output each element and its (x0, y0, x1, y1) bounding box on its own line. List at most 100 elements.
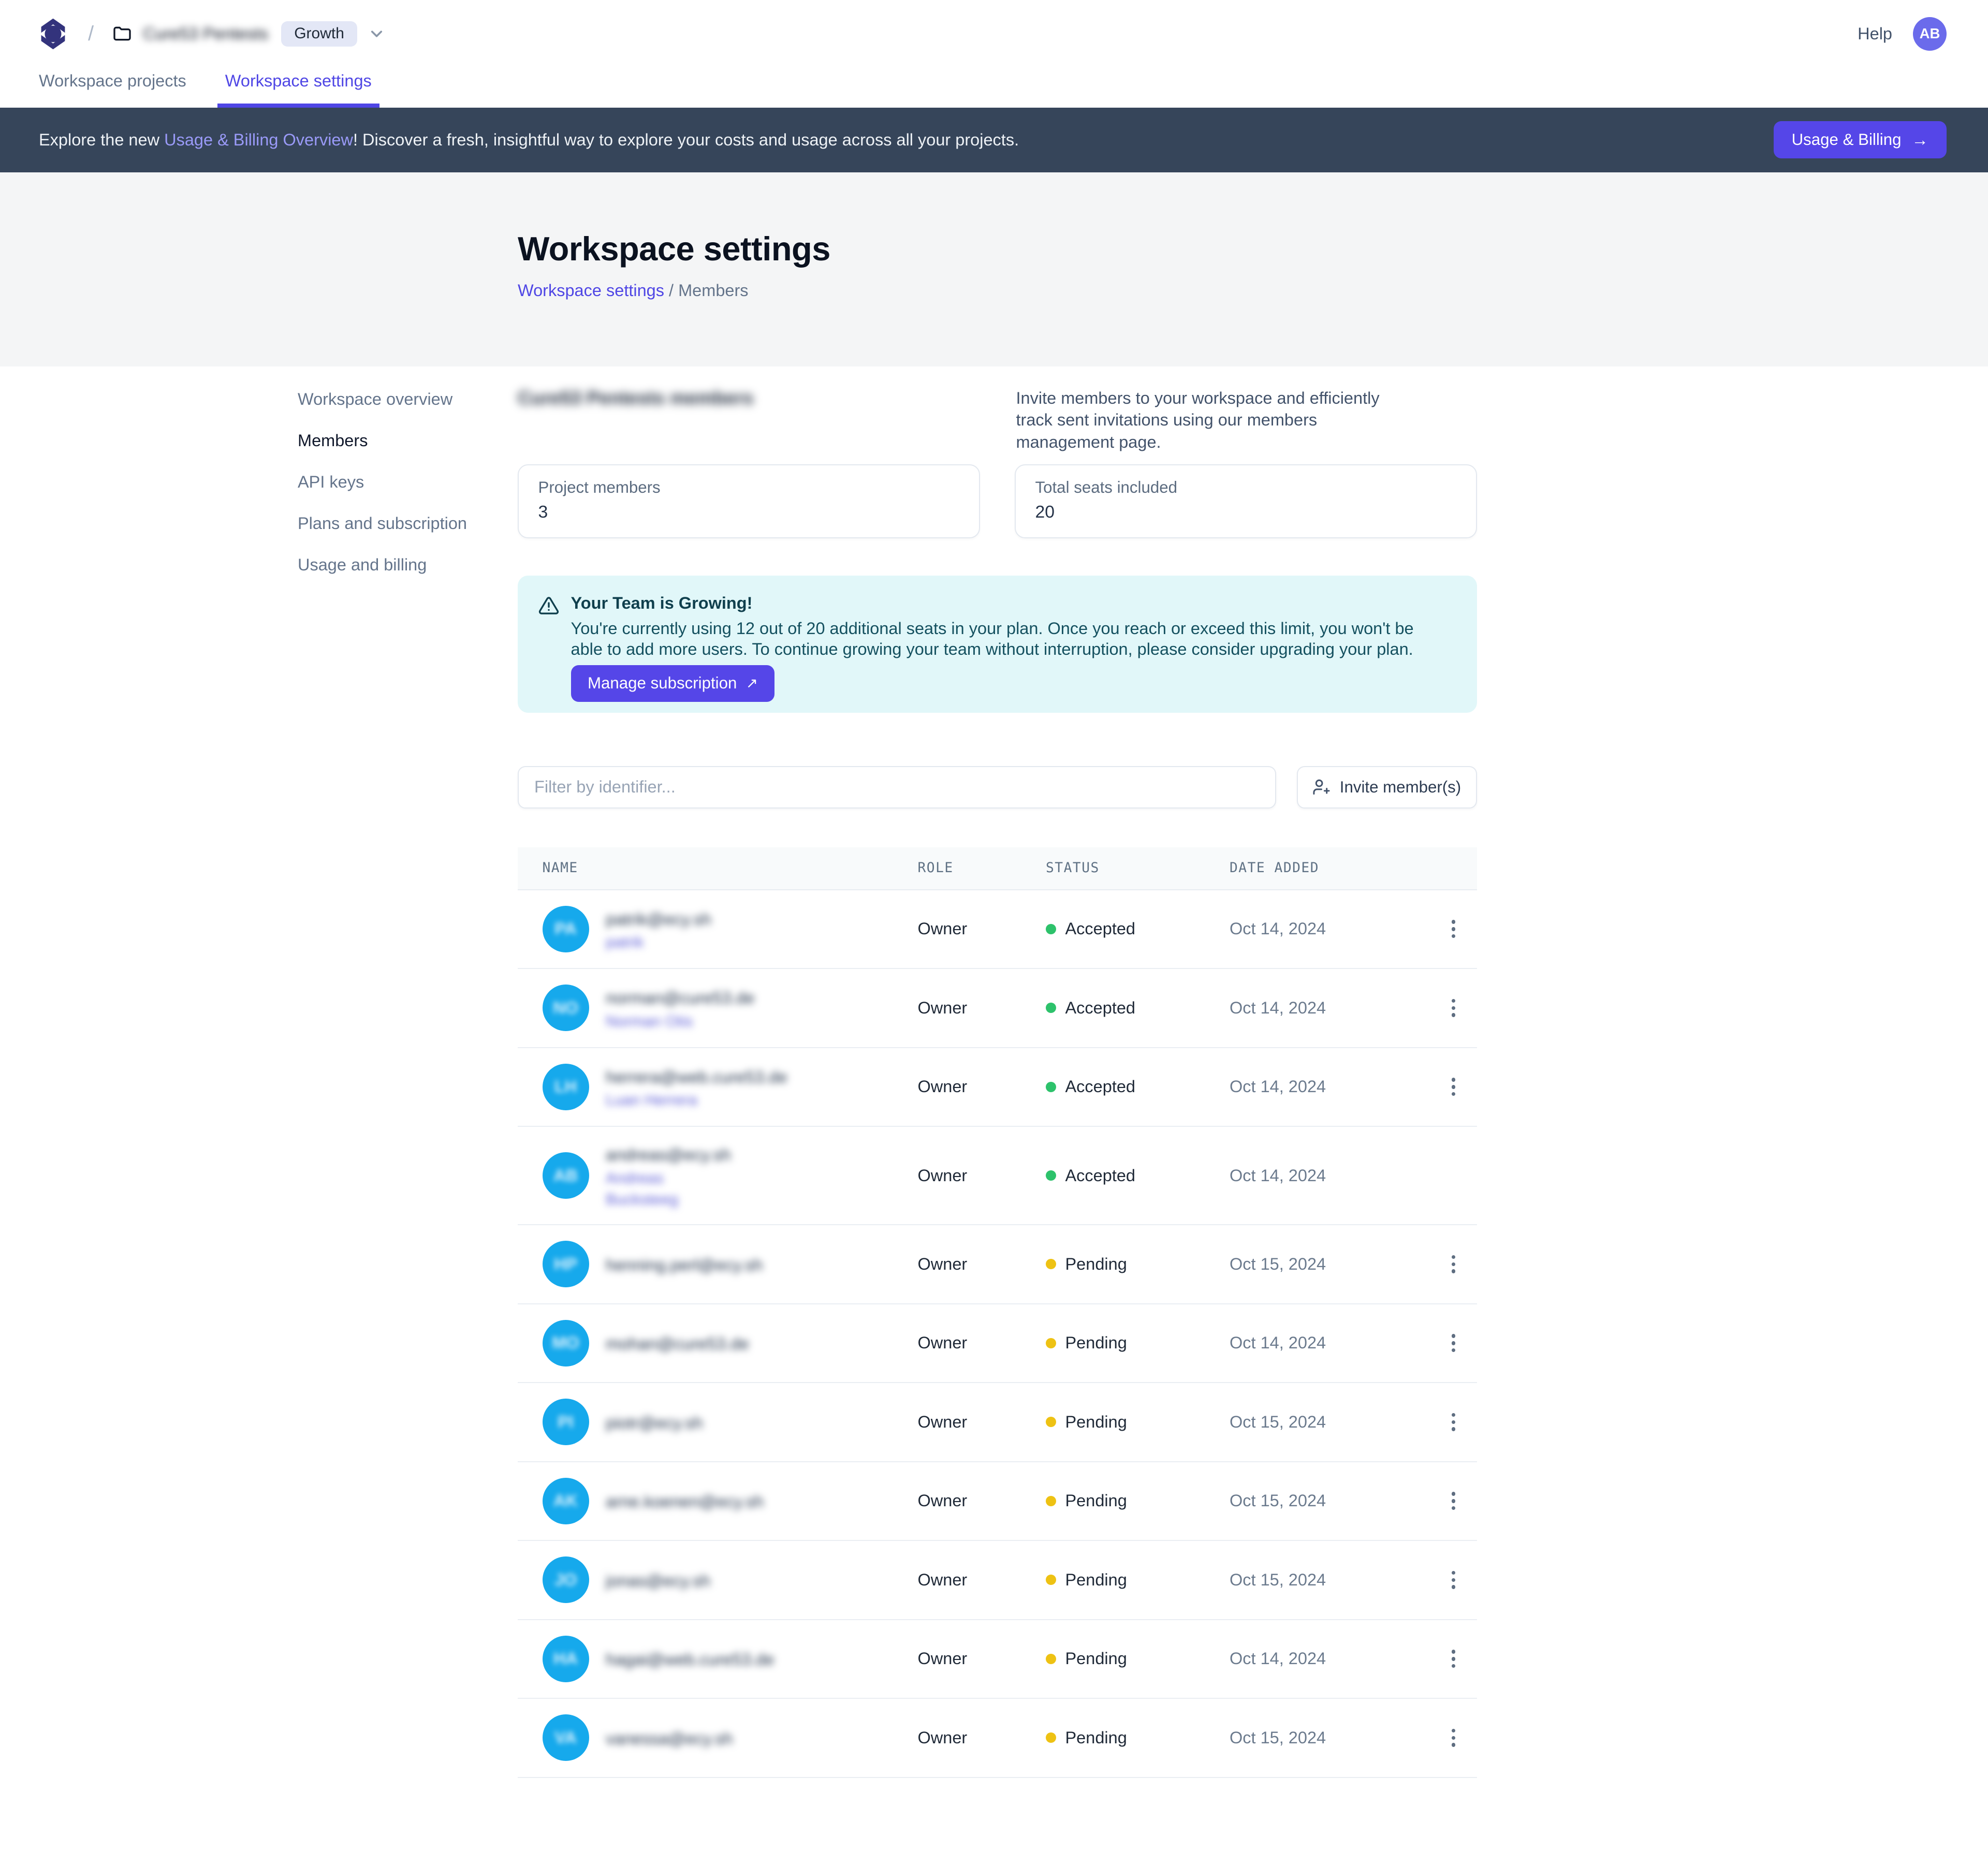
member-avatar-initials: VA (554, 1728, 577, 1747)
member-name-cell: HA hagai@web.cure53.de (518, 1636, 918, 1682)
plan-badge[interactable]: Growth (281, 21, 357, 47)
manage-subscription-button[interactable]: Manage subscription ↗ (571, 665, 775, 702)
sidebar-item-workspace-overview[interactable]: Workspace overview (298, 387, 467, 412)
sidebar-item-plans-subscription[interactable]: Plans and subscription (298, 511, 467, 536)
member-stats: Project members 3 Total seats included 2… (518, 464, 1477, 538)
member-identity: hagai@web.cure53.de (606, 1647, 774, 1670)
member-status: Pending (1046, 1570, 1230, 1590)
table-header: NAME ROLE STATUS DATE ADDED (518, 847, 1477, 890)
member-avatar-initials: PI (558, 1413, 574, 1432)
member-email: henning.perl@ecy.sh (606, 1256, 763, 1274)
user-avatar[interactable]: AB (1913, 17, 1947, 51)
usage-billing-button[interactable]: Usage & Billing → (1774, 121, 1947, 158)
alert-body: You're currently using 12 out of 20 addi… (571, 618, 1425, 659)
member-role: Owner (918, 1166, 1046, 1185)
filter-input[interactable] (518, 766, 1276, 809)
row-actions-menu-icon[interactable] (1441, 1248, 1467, 1280)
member-name-cell: PA patrik@ecy.sh patrik (518, 906, 918, 952)
table-row: HP henning.perl@ecy.sh Owner Pending Oct… (518, 1225, 1477, 1304)
member-date-added: Oct 15, 2024 (1230, 1255, 1441, 1274)
member-avatar-initials: LH (554, 1077, 577, 1096)
row-actions-menu-icon[interactable] (1441, 992, 1467, 1023)
workspace-name[interactable]: Cure53 Pentests (143, 24, 268, 43)
row-actions-menu-icon[interactable] (1441, 1564, 1467, 1595)
usage-billing-button-label: Usage & Billing (1792, 130, 1902, 149)
sidebar-item-api-keys[interactable]: API keys (298, 470, 467, 495)
app-logo-icon[interactable] (39, 14, 67, 53)
status-dot (1046, 1170, 1056, 1181)
chevron-down-icon[interactable] (368, 25, 386, 43)
row-actions-menu-icon[interactable] (1441, 1486, 1467, 1517)
breadcrumb: / Cure53 Pentests Growth (39, 14, 1858, 53)
member-display-name[interactable]: Bucksteeg (606, 1191, 731, 1209)
usage-billing-banner: Explore the new Usage & Billing Overview… (0, 108, 1988, 172)
member-email: herrera@web.cure53.de (606, 1068, 787, 1086)
tab-workspace-projects[interactable]: Workspace projects (39, 67, 186, 108)
member-role: Owner (918, 919, 1046, 938)
member-avatar: NO (543, 985, 589, 1031)
member-avatar-initials: NO (553, 998, 578, 1018)
member-status: Pending (1046, 1333, 1230, 1353)
stat-label: Project members (538, 478, 960, 497)
status-label: Pending (1065, 1333, 1127, 1353)
member-avatar: HA (543, 1636, 589, 1682)
row-actions-menu-icon[interactable] (1441, 914, 1467, 945)
row-actions-menu-icon[interactable] (1441, 1722, 1467, 1753)
stat-value: 20 (1035, 502, 1457, 522)
member-status: Pending (1046, 1728, 1230, 1747)
row-actions-menu-icon[interactable] (1441, 1071, 1467, 1103)
status-label: Accepted (1065, 998, 1136, 1018)
member-identity: jonas@ecy.sh (606, 1568, 710, 1592)
member-email: norman@cure53.de (606, 989, 755, 1007)
row-actions-menu-icon[interactable] (1441, 1643, 1467, 1674)
member-display-name[interactable]: patrik (606, 934, 711, 951)
member-status: Accepted (1046, 1166, 1230, 1185)
arrow-right-icon: → (1912, 130, 1929, 150)
table-body: PA patrik@ecy.sh patrik Owner Accepted O… (518, 890, 1477, 1778)
status-dot (1046, 1654, 1056, 1664)
member-display-name[interactable]: Luan Herrera (606, 1092, 787, 1109)
member-name-cell: AK arne.koenen@ecy.sh (518, 1478, 918, 1524)
member-date-added: Oct 15, 2024 (1230, 1570, 1441, 1590)
sidebar-item-members[interactable]: Members (298, 429, 467, 453)
help-link[interactable]: Help (1858, 24, 1892, 43)
status-dot (1046, 1732, 1056, 1743)
sidebar-item-usage-billing[interactable]: Usage and billing (298, 553, 467, 578)
tab-workspace-settings[interactable]: Workspace settings (225, 67, 372, 108)
member-email: arne.koenen@ecy.sh (606, 1492, 764, 1511)
member-display-name[interactable]: Norman Otis (606, 1013, 755, 1031)
workspace-tabs: Workspace projects Workspace settings (0, 67, 1988, 108)
member-status: Accepted (1046, 998, 1230, 1018)
status-label: Accepted (1065, 1077, 1136, 1096)
row-actions-menu-icon[interactable] (1441, 1328, 1467, 1359)
member-identity: henning.perl@ecy.sh (606, 1253, 763, 1276)
table-row: MO mohan@cure53.de Owner Pending Oct 14,… (518, 1304, 1477, 1384)
invite-members-label: Invite member(s) (1340, 778, 1461, 797)
member-date-added: Oct 14, 2024 (1230, 1333, 1441, 1353)
table-row: HA hagai@web.cure53.de Owner Pending Oct… (518, 1620, 1477, 1699)
member-date-added: Oct 15, 2024 (1230, 1413, 1441, 1432)
member-email: jonas@ecy.sh (606, 1571, 710, 1590)
member-date-added: Oct 15, 2024 (1230, 1491, 1441, 1510)
table-row: AK arne.koenen@ecy.sh Owner Pending Oct … (518, 1462, 1477, 1541)
column-header-role: ROLE (918, 860, 1046, 876)
breadcrumb-workspace-settings-link[interactable]: Workspace settings (518, 281, 664, 300)
status-dot (1046, 1338, 1056, 1348)
banner-text-suffix: ! Discover a fresh, insightful way to ex… (353, 130, 1019, 149)
status-dot (1046, 1575, 1056, 1585)
member-identity: norman@cure53.de Norman Otis (606, 986, 755, 1031)
member-role: Owner (918, 1077, 1046, 1096)
status-label: Pending (1065, 1570, 1127, 1590)
invite-members-button[interactable]: Invite member(s) (1297, 766, 1477, 809)
usage-billing-overview-link[interactable]: Usage & Billing Overview (164, 130, 353, 149)
status-label: Pending (1065, 1255, 1127, 1274)
member-avatar-initials: JO (554, 1570, 577, 1590)
row-actions-menu-icon[interactable] (1441, 1406, 1467, 1437)
folder-icon (112, 23, 133, 44)
member-avatar-initials: HP (554, 1255, 577, 1274)
member-display-name[interactable]: Andreas (606, 1170, 731, 1187)
member-role: Owner (918, 1649, 1046, 1668)
